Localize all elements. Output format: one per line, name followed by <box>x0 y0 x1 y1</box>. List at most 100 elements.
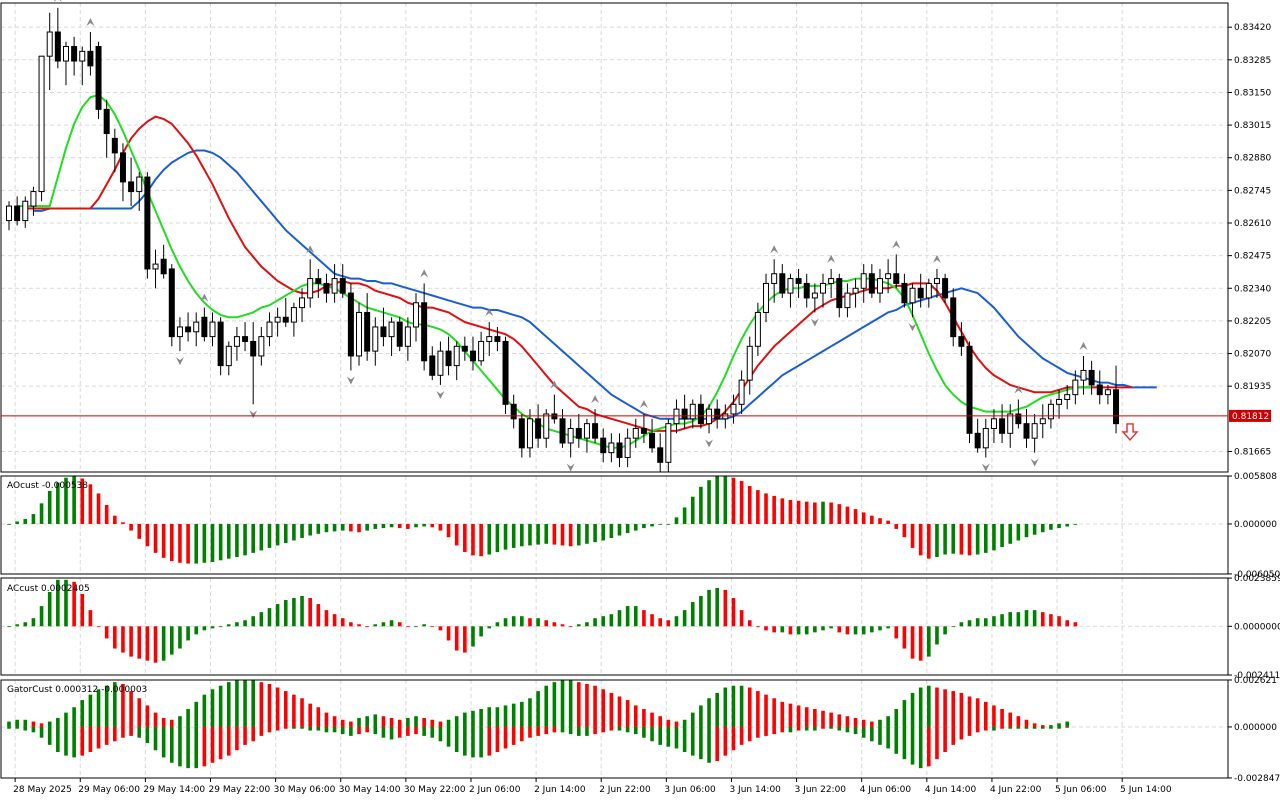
gator-lower-bar <box>984 726 988 731</box>
candle <box>876 268 883 303</box>
gator-upper-bar <box>15 719 19 727</box>
gator-lower-bar <box>308 726 312 731</box>
ac-bar <box>1000 614 1004 627</box>
gator-lower-bar <box>104 726 109 745</box>
candle-body <box>828 278 835 284</box>
ac-bar <box>951 626 956 628</box>
ac-bar <box>186 626 190 641</box>
candle-body <box>526 418 533 449</box>
fractal-down-icon <box>1030 458 1039 467</box>
candle-body <box>665 423 672 463</box>
candle <box>787 273 794 308</box>
ac-bar <box>316 604 321 627</box>
gator-lower-bar <box>292 726 296 729</box>
candle <box>518 413 525 458</box>
ao-bar <box>202 523 207 563</box>
time-label: 2 Jun 14:00 <box>534 785 586 795</box>
ao-bar <box>210 523 215 562</box>
ao-bar <box>137 523 142 539</box>
gator-upper-bar <box>764 694 768 727</box>
gator-upper-bar <box>536 691 540 727</box>
time-scale[interactable]: 28 May 2025 29 May 06:00 29 May 14:00 29 Ma… <box>13 778 1172 795</box>
ao-bar <box>943 523 947 555</box>
candle-body <box>640 427 647 434</box>
gator-upper-bar <box>902 700 907 727</box>
gator-lower-bar <box>170 726 174 763</box>
candle-body <box>266 321 273 338</box>
gator-lower-bar <box>210 726 215 763</box>
gator-upper-bar <box>1040 725 1045 727</box>
gator-upper-bar <box>552 682 557 727</box>
ao-bar <box>560 523 565 546</box>
candle <box>494 326 501 352</box>
candle <box>901 273 908 308</box>
ac-bar <box>560 624 565 627</box>
ao-bar <box>503 523 508 550</box>
ao-bar <box>1049 523 1053 530</box>
time-label: 30 May 06:00 <box>274 785 336 795</box>
candle <box>1080 355 1087 395</box>
ao-bar <box>340 523 345 531</box>
ao-bar <box>72 476 76 524</box>
gator-upper-bar <box>520 701 524 727</box>
gator-upper-bar <box>56 717 60 727</box>
gator-lower-bar <box>145 726 150 744</box>
candle <box>844 283 851 318</box>
gator-upper-bar <box>975 698 980 727</box>
ac-bar <box>625 606 630 627</box>
gator-lower-bar <box>902 726 907 760</box>
candle-body <box>763 282 770 313</box>
gator-lower-bar <box>910 726 915 765</box>
price-scale[interactable]: 0.83420 0.83285 0.83150 0.83015 0.82880 0.827… <box>1228 23 1280 784</box>
ac-bar <box>349 622 353 627</box>
gator-upper-bar <box>479 709 483 727</box>
ac-bar <box>129 626 133 657</box>
gator-lower-bar <box>235 726 239 751</box>
time-label: 5 Jun 14:00 <box>1120 785 1172 795</box>
candle-body <box>347 292 354 357</box>
gator-upper-bar <box>845 716 850 727</box>
candle-body <box>779 273 786 294</box>
gator-lower-bar <box>72 726 76 758</box>
gator-lower-bar <box>471 726 475 758</box>
candle <box>803 273 810 308</box>
ac-bar <box>723 589 728 627</box>
candle <box>185 312 192 342</box>
candle <box>1031 413 1038 453</box>
ac-bar <box>699 595 703 627</box>
ao-bar <box>682 507 687 524</box>
gator-lower-bar <box>332 726 337 733</box>
ac-bar <box>235 622 239 627</box>
candle <box>982 418 989 458</box>
ac-bar <box>959 622 964 627</box>
ao-bar <box>300 523 304 539</box>
ao-bar <box>1057 523 1061 529</box>
gator-upper-bar <box>161 717 166 727</box>
ac-bar <box>813 626 817 633</box>
gator-upper-bar <box>446 719 451 727</box>
gator-upper-bar <box>666 719 671 727</box>
gator-upper-bar <box>170 719 174 727</box>
ao-bar <box>902 523 907 538</box>
candle-body <box>201 316 208 338</box>
ao-bar <box>511 523 516 548</box>
candle <box>999 404 1006 443</box>
ac-bar <box>1073 622 1078 627</box>
ac-bar <box>503 618 508 627</box>
gator-upper-bar <box>756 691 760 727</box>
fractal-up-icon <box>591 395 600 404</box>
candle-body <box>54 31 61 62</box>
ac-bar <box>658 618 662 627</box>
ac-bar <box>31 618 36 627</box>
gator-upper-bar <box>642 709 646 727</box>
gator-upper-bar <box>218 685 223 727</box>
fractal-down-icon <box>346 376 355 385</box>
candle-body <box>868 273 875 294</box>
ao-bar <box>601 523 606 541</box>
candle-body <box>46 31 53 57</box>
gator-lower-bar <box>113 726 117 742</box>
candle <box>176 317 183 352</box>
candle <box>233 326 240 361</box>
